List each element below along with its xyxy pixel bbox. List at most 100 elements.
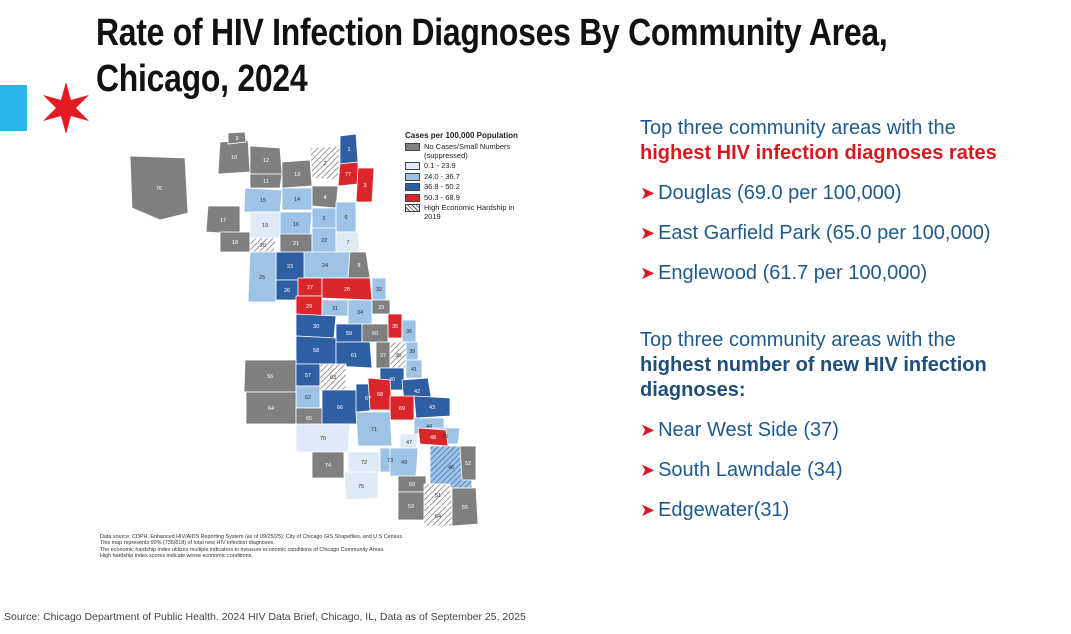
area-number-label: 45 bbox=[442, 434, 448, 440]
area-number-label: 64 bbox=[268, 406, 274, 412]
area-number-label: 21 bbox=[293, 241, 299, 247]
legend-swatch bbox=[405, 143, 420, 151]
area-number-label: 34 bbox=[357, 310, 363, 316]
list-item: ➤ Edgewater(31) bbox=[640, 498, 1070, 523]
area-25 bbox=[247, 251, 277, 303]
title-line-2: Chicago, 2024 bbox=[96, 58, 308, 100]
legend-swatch bbox=[405, 204, 420, 212]
area-74 bbox=[311, 451, 345, 479]
area-number-label: 6 bbox=[344, 215, 347, 221]
area-71 bbox=[355, 411, 393, 447]
area-number-label: 13 bbox=[294, 172, 300, 178]
area-number-label: 74 bbox=[325, 463, 331, 469]
area-number-label: 59 bbox=[346, 331, 352, 337]
list-item-text: Douglas (69.0 per 100,000) bbox=[658, 182, 902, 204]
page-title: Rate of HIV Infection Diagnoses By Commu… bbox=[96, 10, 902, 102]
area-3 bbox=[355, 167, 375, 203]
legend-swatch bbox=[405, 183, 420, 191]
area-number-label: 67 bbox=[365, 396, 371, 402]
area-number-label: 5 bbox=[322, 216, 325, 222]
area-number-label: 17 bbox=[220, 218, 226, 224]
area-number-label: 32 bbox=[376, 287, 382, 293]
area-number-label: 71 bbox=[371, 427, 377, 433]
list-item: ➤ South Lawndale (34) bbox=[640, 458, 1070, 483]
area-number-label: 36 bbox=[406, 329, 412, 335]
area-number-label: 4 bbox=[323, 195, 326, 201]
area-number-label: 40 bbox=[389, 377, 395, 383]
area-9 bbox=[227, 131, 247, 145]
area-number-label: 46 bbox=[448, 465, 454, 471]
list-item-text: Englewood (61.7 per 100,000) bbox=[658, 262, 928, 284]
legend-label: 50.3 - 68.9 bbox=[424, 192, 460, 202]
area-43 bbox=[413, 395, 451, 419]
area-number-label: 69 bbox=[399, 406, 405, 412]
area-number-label: 72 bbox=[361, 460, 367, 466]
chicago-star-icon bbox=[43, 82, 89, 134]
area-number-label: 29 bbox=[306, 304, 312, 310]
list-item: ➤ Douglas (69.0 per 100,000) bbox=[640, 181, 1070, 206]
rates-heading-bold: highest HIV infection diagnoses rates bbox=[640, 142, 997, 164]
area-number-label: 55 bbox=[462, 505, 468, 511]
legend-label: 36.8 - 50.2 bbox=[424, 182, 460, 191]
area-number-label: 8 bbox=[357, 263, 360, 269]
area-number-label: 27 bbox=[307, 285, 313, 291]
arrow-bullet-icon: ➤ bbox=[640, 460, 656, 480]
legend-item: High Economic Hardship in 2019 bbox=[405, 203, 525, 221]
area-number-label: 3 bbox=[363, 183, 366, 189]
area-number-label: 52 bbox=[465, 461, 471, 467]
area-number-label: 26 bbox=[284, 288, 290, 294]
source-footer: Source: Chicago Department of Public Hea… bbox=[4, 611, 526, 623]
count-heading: Top three community areas with the highe… bbox=[640, 328, 1070, 403]
area-number-label: 1 bbox=[347, 147, 350, 153]
legend-item: 36.8 - 50.2 bbox=[405, 182, 525, 192]
legend-title: Cases per 100,000 Population bbox=[405, 131, 518, 140]
area-75 bbox=[343, 471, 379, 501]
list-item-text: East Garfield Park (65.0 per 100,000) bbox=[658, 222, 991, 244]
area-number-label: 14 bbox=[294, 197, 300, 203]
area-number-label: 11 bbox=[263, 179, 269, 185]
area-number-label: 53 bbox=[408, 504, 414, 510]
legend-rows: No Cases/Small Numbers (suppressed) 0.1 -… bbox=[405, 142, 525, 221]
legend-item: 0.1 - 23.9 bbox=[405, 161, 525, 171]
area-number-label: 12 bbox=[263, 158, 269, 164]
arrow-bullet-icon: ➤ bbox=[640, 183, 656, 203]
area-number-label: 10 bbox=[231, 155, 237, 161]
data-source-line: This map represents 90% (735/818) of tot… bbox=[100, 540, 275, 547]
area-number-label: 41 bbox=[411, 367, 417, 373]
area-number-label: 24 bbox=[322, 263, 328, 269]
area-2 bbox=[309, 145, 341, 181]
area-number-label: 48 bbox=[430, 435, 436, 441]
count-list: ➤ Near West Side (37) ➤ South Lawndale (34)… bbox=[640, 418, 1070, 523]
area-number-label: 73 bbox=[387, 458, 393, 464]
list-item-text: Edgewater(31) bbox=[658, 499, 790, 521]
count-heading-plain: Top three community areas with the bbox=[640, 329, 956, 351]
count-heading-bold: highest number of new HIV infection diag… bbox=[640, 354, 987, 401]
area-number-label: 33 bbox=[378, 305, 384, 311]
area-number-label: 44 bbox=[426, 424, 432, 430]
list-item-text: Near West Side (37) bbox=[658, 419, 839, 441]
area-number-label: 25 bbox=[259, 275, 265, 281]
legend-label: High Economic Hardship in 2019 bbox=[424, 203, 515, 221]
list-item: ➤ Englewood (61.7 per 100,000) bbox=[640, 261, 1070, 286]
area-number-label: 43 bbox=[429, 405, 435, 411]
area-number-label: 49 bbox=[401, 460, 407, 466]
legend-item: 24.0 - 36.7 bbox=[405, 171, 525, 182]
community-areas bbox=[129, 131, 479, 527]
area-number-label: 22 bbox=[321, 238, 327, 244]
findings-panel: Top three community areas with the highe… bbox=[640, 116, 1070, 523]
area-number-label: 7 bbox=[346, 240, 349, 246]
legend-label: 0.1 - 23.9 bbox=[424, 161, 456, 170]
legend-label: 24.0 - 36.7 bbox=[424, 171, 460, 181]
legend-swatch bbox=[405, 162, 420, 170]
area-number-label: 61 bbox=[351, 353, 357, 359]
area-number-label: 76 bbox=[156, 186, 162, 192]
arrow-bullet-icon: ➤ bbox=[640, 420, 656, 440]
area-number-label: 70 bbox=[320, 436, 326, 442]
rates-heading-plain: Top three community areas with the bbox=[640, 117, 956, 139]
area-number-label: 60 bbox=[372, 331, 378, 337]
area-76 bbox=[129, 155, 189, 221]
area-number-label: 37 bbox=[380, 353, 386, 359]
area-number-label: 54 bbox=[435, 514, 441, 520]
